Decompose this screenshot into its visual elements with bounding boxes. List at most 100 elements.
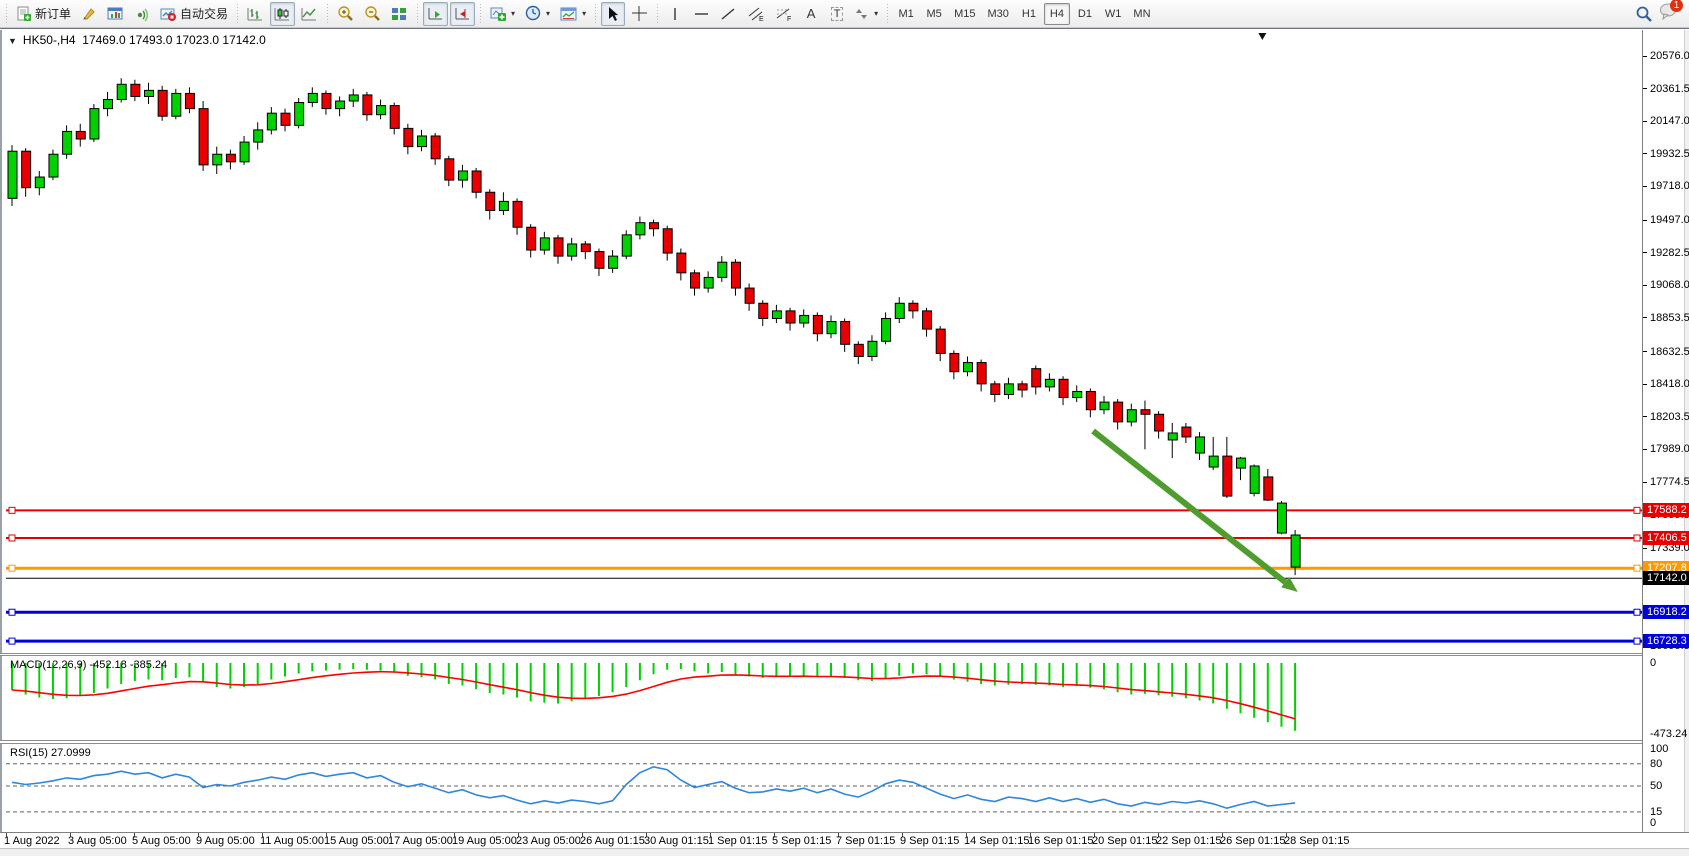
toolbar-grip[interactable] [885,3,891,24]
templates-button[interactable]: ▾ [556,2,590,26]
line-handle[interactable] [8,608,16,616]
candle[interactable] [1181,422,1192,444]
candle[interactable] [963,356,973,377]
pane-separator[interactable] [0,740,1643,744]
candle[interactable] [894,297,905,324]
candle[interactable] [949,350,960,380]
candle[interactable] [1290,529,1301,576]
line-handle[interactable] [8,534,16,542]
candle[interactable] [7,145,18,206]
price-level-badge[interactable]: 17406.5 [1643,530,1689,545]
timeframe-m5[interactable]: M5 [926,7,942,20]
candle[interactable] [526,224,537,258]
candle[interactable] [935,326,946,362]
line-handle[interactable] [1633,564,1641,572]
zoom-in-button[interactable] [333,2,358,26]
candle[interactable] [171,88,182,120]
candle[interactable] [62,125,73,159]
candle[interactable] [34,170,45,196]
candle[interactable] [539,231,550,255]
timeframe-m15[interactable]: M15 [954,7,976,20]
candle[interactable] [471,167,482,199]
timeframe-w1[interactable]: W1 [1104,7,1122,20]
candle[interactable] [730,259,741,296]
timeframe-h1[interactable]: H1 [1021,7,1036,20]
arrow-objects-tool[interactable]: ▾ [851,2,882,26]
candle[interactable] [662,225,673,261]
candle[interactable] [867,335,878,362]
auto-scroll-button[interactable] [423,1,449,26]
candle[interactable] [758,300,769,327]
candle[interactable] [703,271,714,293]
candle[interactable] [1044,373,1055,392]
pane-separator[interactable] [0,653,1643,656]
candle[interactable] [1263,469,1274,501]
candle[interactable] [184,87,195,114]
candle[interactable] [1167,422,1178,459]
candle[interactable] [157,85,168,121]
candle[interactable] [280,108,291,132]
line-handle[interactable] [8,506,16,514]
toolbar-grip[interactable] [415,3,421,24]
toolbar-grip[interactable] [325,3,331,24]
toolbar-grip[interactable] [478,3,484,24]
candle[interactable] [348,88,359,108]
chart-shift-button[interactable] [450,1,476,26]
chart-shift-marker-icon[interactable] [1258,33,1267,40]
candle[interactable] [1249,464,1260,497]
candle[interactable] [335,96,346,117]
candle[interactable] [1072,385,1083,403]
candle[interactable] [239,135,250,165]
tile-windows-button[interactable] [387,2,412,26]
trend-arrow-head[interactable] [1281,577,1298,593]
candle[interactable] [362,91,373,121]
candle[interactable] [389,102,400,135]
candle[interactable] [676,248,687,281]
candle[interactable] [717,256,728,282]
line-handle[interactable] [1633,608,1641,616]
fibonacci-tool[interactable]: F [771,2,797,26]
candle[interactable] [580,240,591,260]
candle[interactable] [785,307,796,331]
candle[interactable] [485,189,496,220]
candle[interactable] [321,90,332,115]
candle[interactable] [89,104,100,143]
line-handle[interactable] [8,564,16,572]
candle[interactable] [608,250,619,273]
candle[interactable] [1195,432,1206,461]
candle[interactable] [1154,411,1165,439]
candle[interactable] [198,101,209,171]
line-chart-button[interactable] [297,2,322,26]
candle[interactable] [799,309,810,328]
candle[interactable] [553,234,564,264]
timeframe-m30[interactable]: M30 [987,7,1009,20]
candle[interactable] [403,123,414,155]
horizontal-line-tool[interactable] [689,2,714,26]
timeframe-mn[interactable]: MN [1133,7,1151,20]
collapse-triangle-icon[interactable]: ▼ [8,36,17,46]
candle[interactable] [1113,399,1124,430]
candle[interactable] [1017,380,1028,398]
toolbar-grip[interactable] [593,3,599,24]
candle[interactable] [21,148,32,197]
date-axis[interactable]: 1 Aug 2022 3 Aug 05:00 5 Aug 05:00 9 Aug 05… [0,832,1689,848]
toolbar-grip[interactable] [4,3,9,24]
candle[interactable] [826,315,837,339]
line-handle[interactable] [1633,637,1641,645]
candle[interactable] [307,87,318,108]
candle[interactable] [103,91,114,117]
candle[interactable] [976,359,987,392]
rsi-indicator-pane[interactable] [6,744,1643,832]
zoom-out-button[interactable] [360,2,385,26]
new-order-button[interactable]: 新订单 [12,2,75,26]
toolbar-grip[interactable] [655,3,661,24]
candle[interactable] [225,149,236,170]
toolbar-grip[interactable] [235,3,241,24]
candle[interactable] [812,312,823,342]
macd-indicator-pane[interactable] [6,656,1643,740]
candlestick-chart-button[interactable] [270,1,296,26]
candle[interactable] [621,230,632,260]
timeframe-d1[interactable]: D1 [1077,7,1092,20]
candle[interactable] [690,269,700,296]
line-handle[interactable] [8,637,16,645]
